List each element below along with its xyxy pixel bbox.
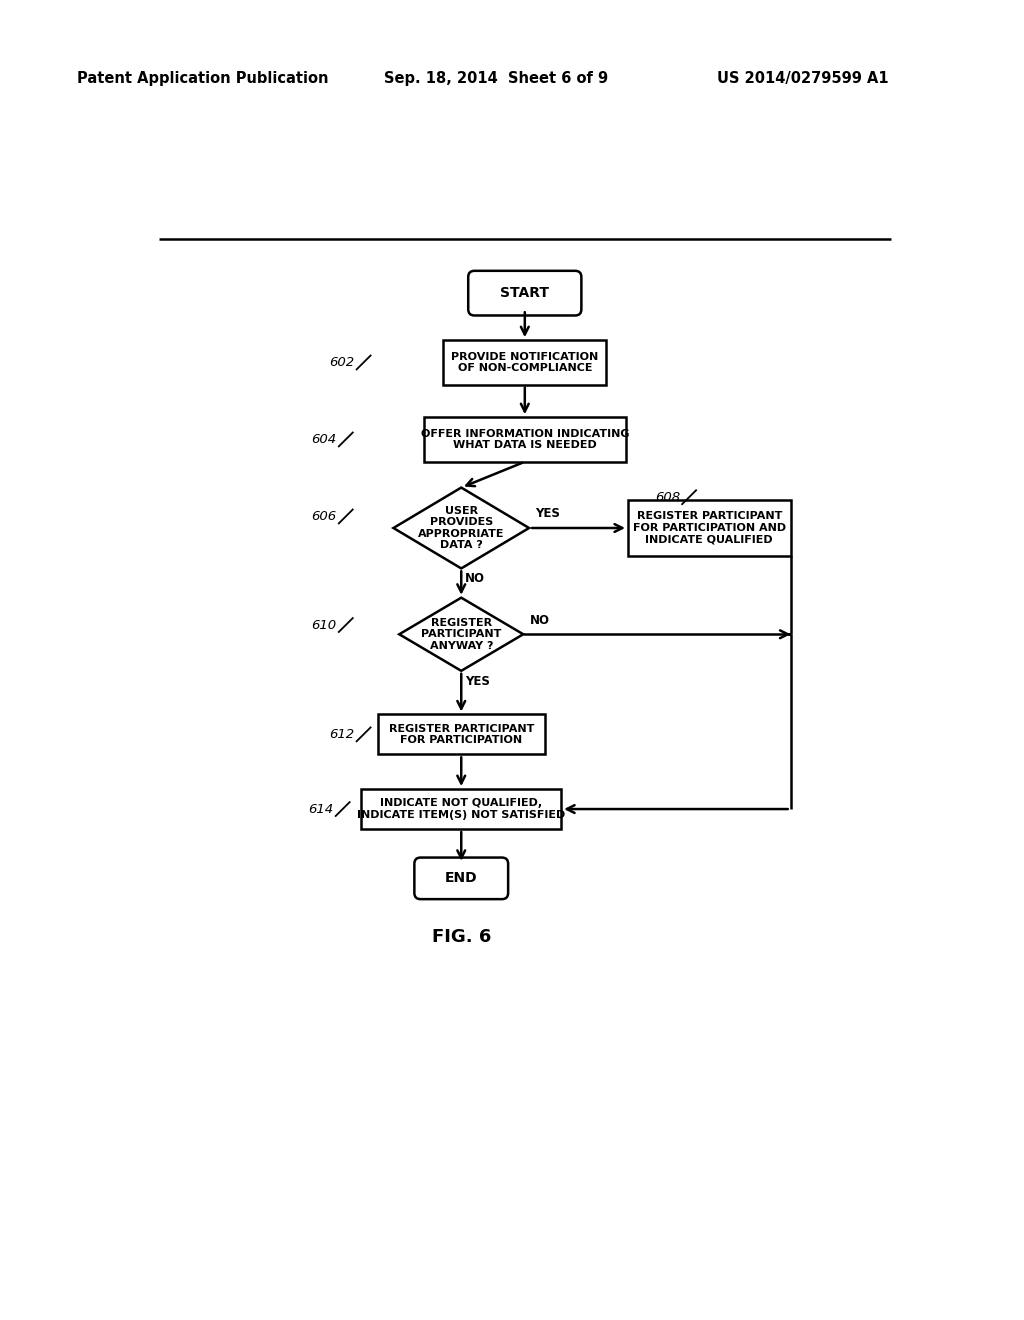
- Text: REGISTER PARTICIPANT
FOR PARTICIPATION: REGISTER PARTICIPANT FOR PARTICIPATION: [388, 723, 534, 746]
- Text: 614: 614: [308, 803, 334, 816]
- FancyBboxPatch shape: [468, 271, 582, 315]
- Text: 610: 610: [311, 619, 337, 631]
- Text: 604: 604: [311, 433, 337, 446]
- Text: START: START: [501, 286, 549, 300]
- Text: PROVIDE NOTIFICATION
OF NON-COMPLIANCE: PROVIDE NOTIFICATION OF NON-COMPLIANCE: [452, 351, 598, 374]
- Text: END: END: [445, 871, 477, 886]
- Text: NO: NO: [465, 573, 485, 585]
- Text: INDICATE NOT QUALIFIED,
INDICATE ITEM(S) NOT SATISFIED: INDICATE NOT QUALIFIED, INDICATE ITEM(S)…: [357, 799, 565, 820]
- Text: 602: 602: [329, 356, 354, 370]
- Text: 606: 606: [311, 510, 337, 523]
- Text: FIG. 6: FIG. 6: [431, 928, 490, 946]
- Bar: [361, 789, 561, 829]
- Text: 612: 612: [329, 727, 354, 741]
- Text: 608: 608: [654, 491, 680, 504]
- Text: US 2014/0279599 A1: US 2014/0279599 A1: [717, 70, 889, 86]
- Text: OFFER INFORMATION INDICATING
WHAT DATA IS NEEDED: OFFER INFORMATION INDICATING WHAT DATA I…: [421, 429, 629, 450]
- Bar: [378, 714, 545, 755]
- Bar: [424, 417, 626, 462]
- Text: YES: YES: [536, 507, 560, 520]
- Polygon shape: [399, 598, 523, 671]
- Polygon shape: [393, 487, 529, 569]
- FancyBboxPatch shape: [415, 858, 508, 899]
- Bar: [628, 500, 791, 556]
- Bar: [443, 341, 606, 385]
- Text: Sep. 18, 2014  Sheet 6 of 9: Sep. 18, 2014 Sheet 6 of 9: [384, 70, 608, 86]
- Text: Patent Application Publication: Patent Application Publication: [77, 70, 329, 86]
- Text: USER
PROVIDES
APPROPRIATE
DATA ?: USER PROVIDES APPROPRIATE DATA ?: [418, 506, 505, 550]
- Text: YES: YES: [465, 675, 490, 688]
- Text: REGISTER PARTICIPANT
FOR PARTICIPATION AND
INDICATE QUALIFIED: REGISTER PARTICIPANT FOR PARTICIPATION A…: [633, 511, 785, 545]
- Text: REGISTER
PARTICIPANT
ANYWAY ?: REGISTER PARTICIPANT ANYWAY ?: [421, 618, 502, 651]
- Text: NO: NO: [529, 614, 550, 627]
